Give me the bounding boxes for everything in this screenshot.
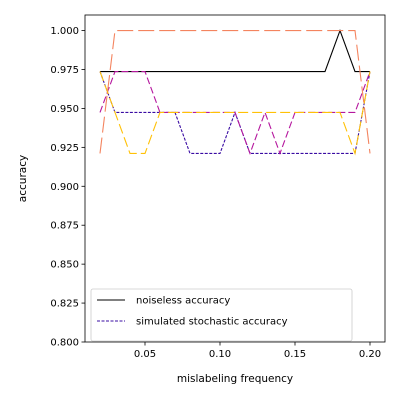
legend-entry-label: simulated stochastic accuracy bbox=[136, 317, 288, 328]
x-axis: 0.05 0.10 0.15 0.20 bbox=[134, 342, 381, 360]
x-tick-label: 0.20 bbox=[359, 349, 381, 360]
y-tick-label: 0.800 bbox=[50, 338, 79, 349]
y-tick-label: 0.900 bbox=[50, 182, 79, 193]
y-axis-label: accuracy bbox=[17, 155, 29, 202]
series-line-1 bbox=[100, 28, 370, 73]
series-line-4 bbox=[99, 71, 371, 156]
plot-frame bbox=[84, 14, 386, 343]
y-tick-label: 1.000 bbox=[50, 26, 79, 37]
x-tick-label: 0.05 bbox=[134, 349, 156, 360]
y-tick-label: 0.875 bbox=[50, 221, 79, 232]
y-tick-label: 0.825 bbox=[50, 299, 79, 310]
legend-entry-label: noiseless accuracy bbox=[136, 296, 230, 307]
y-tick-label: 0.975 bbox=[50, 65, 79, 76]
y-tick-label: 0.850 bbox=[50, 260, 79, 271]
series-line-5 bbox=[99, 30, 371, 154]
legend: noiseless accuracy simulated stochastic a… bbox=[90, 288, 353, 342]
x-tick-label: 0.10 bbox=[209, 349, 231, 360]
y-tick-label: 0.925 bbox=[50, 143, 79, 154]
y-axis: 0.800 0.825 0.850 0.875 0.900 0.925 0.950 0.975… bbox=[50, 26, 85, 349]
x-axis-label: mislabeling frequency bbox=[177, 373, 293, 385]
y-tick-label: 0.950 bbox=[50, 104, 79, 115]
series-lines bbox=[99, 28, 371, 156]
legend-box bbox=[90, 288, 353, 342]
x-tick-label: 0.15 bbox=[284, 349, 306, 360]
